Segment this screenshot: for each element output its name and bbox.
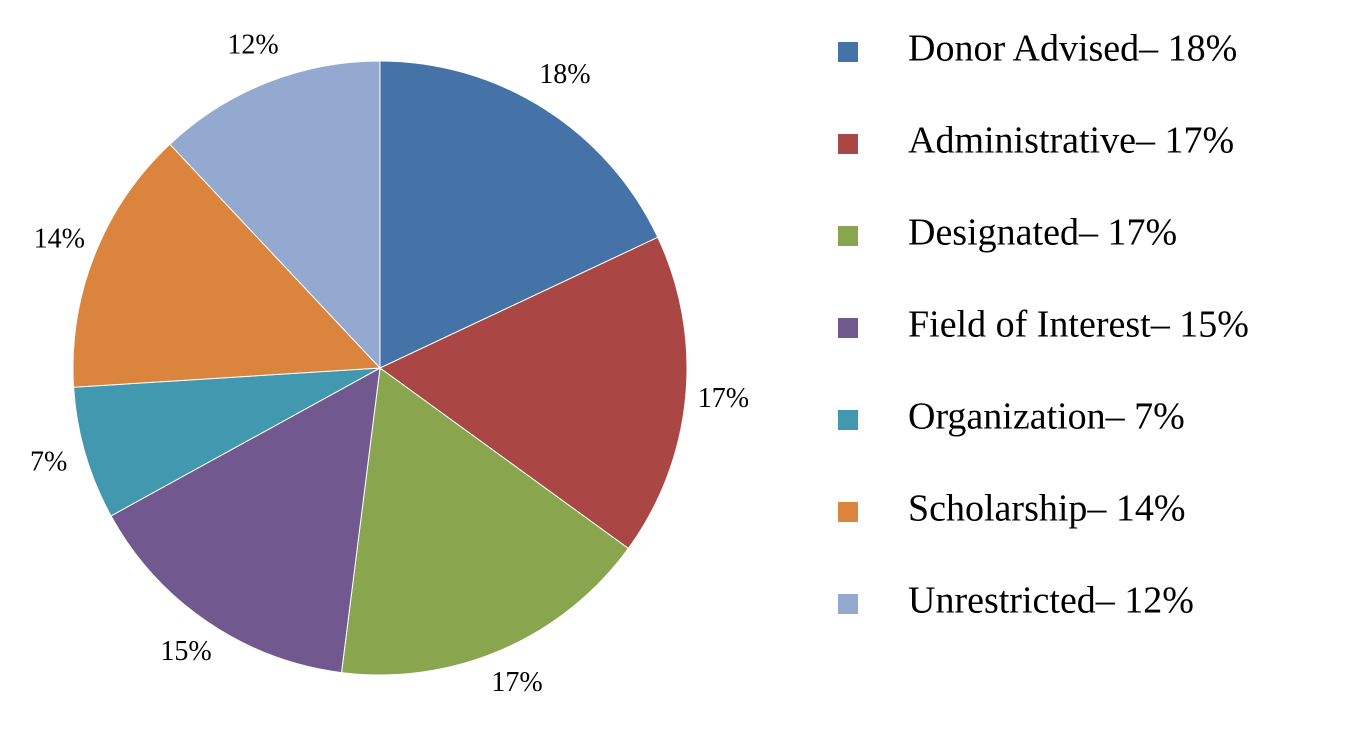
pie-slice bbox=[379, 236, 688, 550]
pie-slice bbox=[110, 367, 381, 674]
data-label: 14% bbox=[34, 223, 85, 254]
pie-slice bbox=[72, 143, 382, 388]
legend-label: Organization– 7% bbox=[908, 396, 1185, 438]
legend-label: Field of Interest– 15% bbox=[908, 304, 1249, 346]
data-label: 7% bbox=[30, 447, 67, 478]
data-label: 15% bbox=[160, 636, 211, 667]
data-label: 17% bbox=[698, 383, 749, 414]
legend-swatch bbox=[838, 410, 858, 430]
data-label: 12% bbox=[227, 30, 278, 61]
legend-swatch bbox=[838, 226, 858, 246]
legend-swatch bbox=[838, 134, 858, 154]
legend-label: Administrative– 17% bbox=[908, 120, 1234, 162]
legend-label: Unrestricted– 12% bbox=[908, 580, 1194, 622]
pie-slice bbox=[73, 367, 381, 517]
data-label: 17% bbox=[491, 667, 542, 698]
legend-swatch bbox=[838, 502, 858, 522]
legend-label: Donor Advised– 18% bbox=[908, 28, 1237, 70]
pie-slice bbox=[340, 367, 630, 676]
pie-slice bbox=[379, 60, 659, 369]
legend-swatch bbox=[838, 318, 858, 338]
legend-swatch bbox=[838, 42, 858, 62]
legend-swatch bbox=[838, 594, 858, 614]
legend-label: Scholarship– 14% bbox=[908, 488, 1186, 530]
data-label: 18% bbox=[539, 59, 590, 90]
pie-slice bbox=[169, 60, 381, 370]
legend-label: Designated– 17% bbox=[908, 212, 1177, 254]
